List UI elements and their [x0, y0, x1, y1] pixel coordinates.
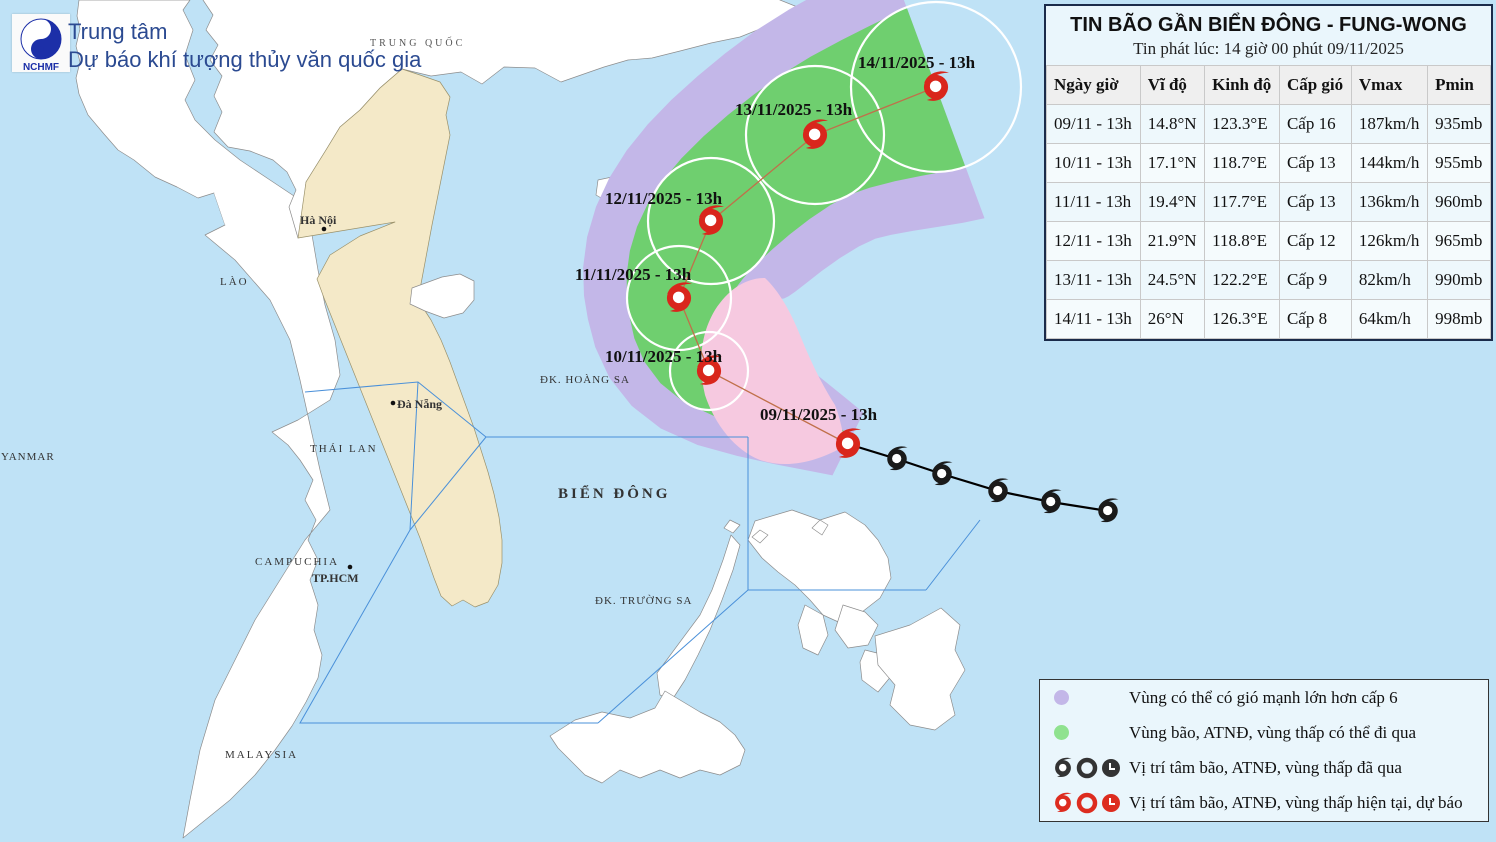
svg-text:YANMAR: YANMAR [1, 451, 55, 463]
svg-text:LÀO: LÀO [220, 276, 249, 288]
svg-text:CAMPUCHIA: CAMPUCHIA [255, 556, 339, 568]
svg-text:11/11/2025 - 13h: 11/11/2025 - 13h [575, 265, 692, 284]
svg-text:12/11/2025 - 13h: 12/11/2025 - 13h [605, 189, 723, 208]
svg-text:ĐK. TRƯỜNG SA: ĐK. TRƯỜNG SA [595, 595, 692, 607]
svg-text:NCHMF: NCHMF [23, 62, 59, 72]
svg-text:BIỂN ĐÔNG: BIỂN ĐÔNG [558, 484, 670, 502]
svg-text:THÁI LAN: THÁI LAN [310, 443, 378, 455]
svg-text:10/11/2025 - 13h: 10/11/2025 - 13h [605, 347, 723, 366]
svg-text:Hà Nội: Hà Nội [300, 213, 337, 227]
svg-text:MALAYSIA: MALAYSIA [225, 749, 298, 761]
svg-text:13/11/2025 - 13h: 13/11/2025 - 13h [735, 100, 853, 119]
svg-text:09/11/2025 - 13h: 09/11/2025 - 13h [760, 405, 878, 424]
svg-text:Đà Nẵng: Đà Nẵng [397, 397, 442, 411]
svg-text:TP.HCM: TP.HCM [312, 571, 359, 585]
svg-text:ĐK. HOÀNG SA: ĐK. HOÀNG SA [540, 374, 630, 386]
svg-text:14/11/2025 - 13h: 14/11/2025 - 13h [858, 53, 976, 72]
